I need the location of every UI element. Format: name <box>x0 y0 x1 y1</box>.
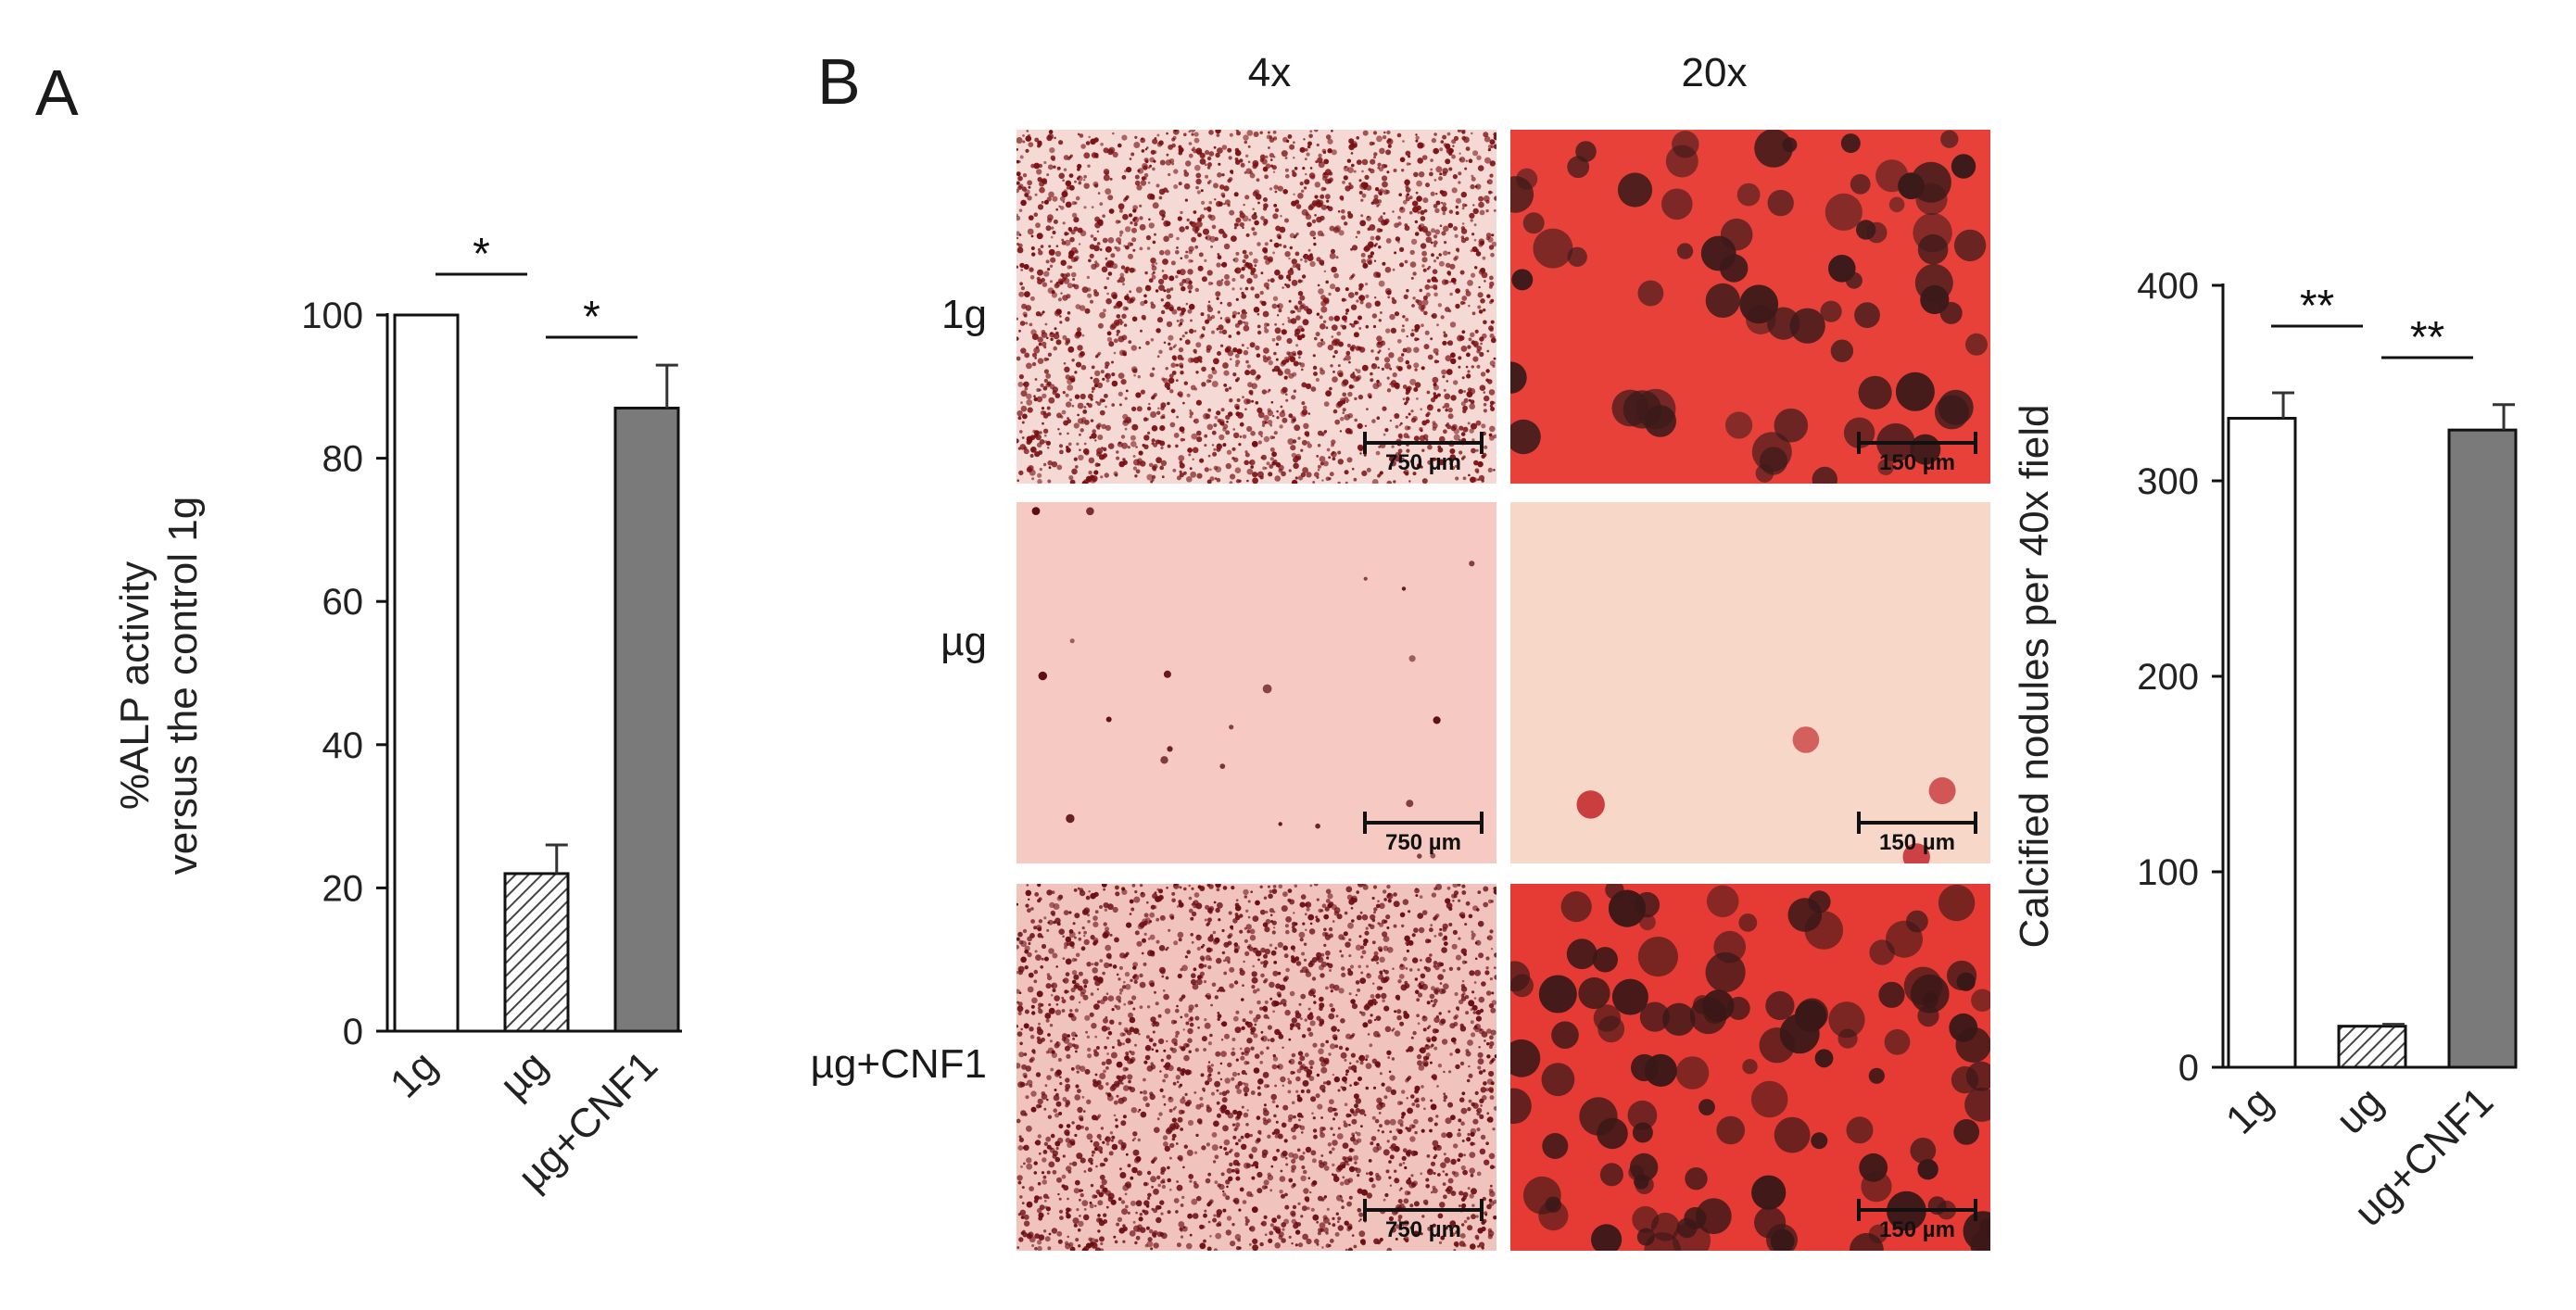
y-tick-label: 20 <box>322 868 364 909</box>
y-tick-label: 60 <box>322 582 364 623</box>
y-tick-label: 40 <box>322 725 364 766</box>
row-label-ug: µg <box>941 619 987 664</box>
micrograph-1g-4x: 750 µm <box>1017 130 1496 484</box>
category-label-0: 1g <box>382 1042 446 1106</box>
bar-2 <box>613 406 680 1033</box>
micrograph-ug-cnf1-4x: 750 µm <box>1017 884 1496 1251</box>
micrograph-ug-4x: 750 µm <box>1017 502 1496 863</box>
row-label-ug-cnf1: µg+CNF1 <box>810 1041 987 1087</box>
y-axis-label: versus the control 1g <box>160 497 206 875</box>
col-header-4x: 4x <box>1247 50 1292 95</box>
bar-1 <box>503 872 570 1033</box>
micrograph-1g-20x: 150 µm <box>1510 130 1990 484</box>
row-label-1g: 1g <box>941 292 987 337</box>
y-tick-label: 100 <box>301 296 363 336</box>
panel-a-letter: A <box>35 57 79 129</box>
significance-label-0: * <box>473 230 490 279</box>
y-axis-label: %ALP activity <box>112 561 158 810</box>
significance-label-1: * <box>583 293 600 342</box>
y-tick-label: 0 <box>343 1012 363 1052</box>
micrograph-ug-cnf1-20x: 150 µm <box>1510 884 1990 1251</box>
panel-b-letter: B <box>817 45 861 118</box>
micrograph-ug-20x: 150 µm <box>1510 502 1990 863</box>
col-header-20x: 20x <box>1681 50 1748 95</box>
category-label-1: µg <box>491 1042 556 1107</box>
y-tick-label: 80 <box>322 439 364 480</box>
bar-0 <box>393 313 460 1033</box>
